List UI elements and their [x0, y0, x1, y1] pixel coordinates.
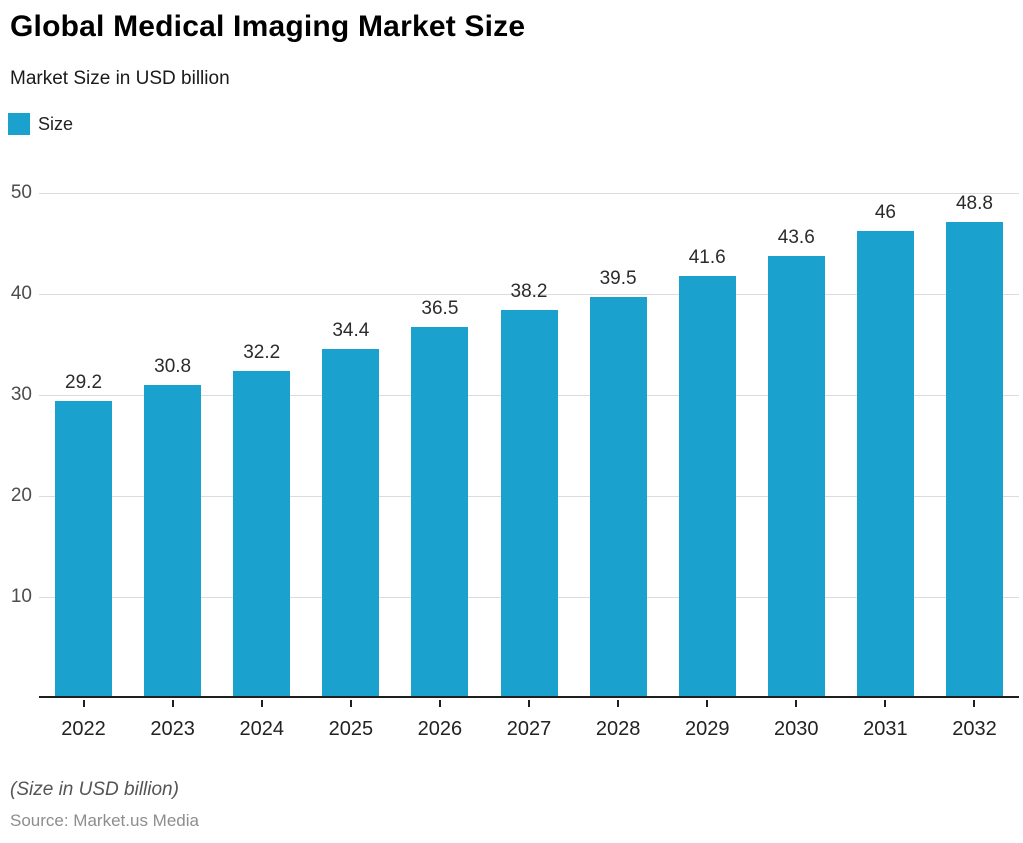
bar-2022[interactable]: [55, 401, 113, 696]
bar-slot: 39.5: [574, 193, 663, 696]
x-slot: 2028: [574, 700, 663, 741]
bar-slot: 29.2: [39, 193, 128, 696]
gridline: [39, 294, 1019, 295]
footer-note: (Size in USD billion): [10, 779, 179, 800]
x-tick-label: 2028: [595, 718, 641, 740]
x-slot: 2030: [752, 700, 841, 741]
y-tick-label: 40: [10, 283, 32, 304]
legend-item-size[interactable]: Size: [8, 113, 73, 135]
x-slot: 2029: [663, 700, 752, 741]
bar-slot: 48.8: [930, 193, 1019, 696]
bar-slot: 38.2: [484, 193, 573, 696]
bar-value-label: 30.8: [154, 355, 192, 377]
bar-2026[interactable]: [411, 327, 469, 696]
bar-2028[interactable]: [589, 297, 647, 696]
bar-value-label: 36.5: [421, 298, 459, 320]
bar-2029[interactable]: [678, 275, 736, 696]
bar-2030[interactable]: [767, 255, 825, 696]
bar-slot: 32.2: [217, 193, 306, 696]
y-tick-label: 30: [10, 384, 32, 405]
x-slot: 2023: [128, 700, 217, 741]
x-tick: [795, 700, 798, 707]
bar-value-label: 34.4: [332, 319, 370, 341]
x-tick: [438, 700, 441, 707]
x-tick: [973, 700, 976, 707]
x-slot: 2031: [841, 700, 930, 741]
bar-slot: 34.4: [306, 193, 395, 696]
bar-slot: 36.5: [395, 193, 484, 696]
page-title: Global Medical Imaging Market Size: [10, 10, 526, 43]
x-tick-label: 2022: [61, 718, 106, 740]
x-slot: 2025: [306, 700, 395, 741]
x-tick: [82, 700, 85, 707]
x-tick-label: 2030: [774, 718, 819, 740]
x-tick: [349, 700, 352, 707]
bar-slot: 46: [841, 193, 930, 696]
bar-value-label: 32.2: [243, 341, 281, 363]
x-tick-label: 2027: [506, 718, 552, 740]
bar-slot: 41.6: [663, 193, 752, 696]
x-tick-label: 2023: [150, 718, 195, 740]
bar-2024[interactable]: [233, 370, 291, 696]
y-tick-label: 20: [10, 485, 32, 506]
x-tick-label: 2032: [952, 718, 997, 740]
x-tick-label: 2031: [863, 718, 908, 740]
x-tick-label: 2026: [417, 718, 463, 740]
x-tick: [171, 700, 174, 707]
x-tick-label: 2025: [328, 718, 374, 740]
bar-2025[interactable]: [322, 348, 380, 696]
x-tick: [260, 700, 263, 707]
x-tick: [884, 700, 887, 707]
chart-subtitle: Market Size in USD billion: [10, 68, 230, 89]
y-tick-label: 50: [10, 182, 32, 203]
bar-2027[interactable]: [500, 310, 558, 696]
x-slot: 2032: [930, 700, 1019, 741]
legend-swatch-icon: [8, 113, 30, 135]
x-tick-label: 2024: [239, 718, 284, 740]
bar-slot: 30.8: [128, 193, 217, 696]
y-tick-label: 10: [10, 586, 32, 607]
bar-slot: 43.6: [752, 193, 841, 696]
x-tick-label: 2029: [684, 718, 730, 740]
x-slot: 2022: [39, 700, 128, 741]
x-tick: [706, 700, 709, 707]
bar-2023[interactable]: [144, 384, 202, 696]
bar-value-label: 46: [874, 202, 896, 224]
bar-series: 29.2 30.8 32.2 34.4 36.5 38.2 39.5 41.6 43.6 46 48…: [39, 193, 1019, 696]
x-tick: [528, 700, 531, 707]
legend-label: Size: [38, 113, 74, 134]
bar-2031[interactable]: [856, 231, 914, 696]
footer-source: Source: Market.us Media: [10, 811, 199, 830]
bar-value-label: 29.2: [65, 372, 103, 394]
bar-value-label: 43.6: [777, 226, 815, 248]
gridline: [39, 193, 1019, 194]
x-axis: 2022 2023 2024 2025 2026 2027 2028 2029 2030 2031…: [39, 700, 1019, 741]
bar-2032[interactable]: [945, 222, 1003, 696]
x-tick: [617, 700, 620, 707]
x-slot: 2026: [395, 700, 484, 741]
bar-value-label: 38.2: [510, 281, 548, 303]
bar-value-label: 48.8: [955, 193, 993, 214]
bar-value-label: 41.6: [688, 246, 726, 268]
y-axis: 10 20 30 40 50: [0, 182, 32, 698]
x-slot: 2024: [217, 700, 306, 741]
bar-value-label: 39.5: [599, 268, 637, 290]
plot-area: 29.2 30.8 32.2 34.4 36.5 38.2 39.5 41.6 43.6 46 48…: [39, 193, 1019, 698]
x-slot: 2027: [484, 700, 573, 741]
